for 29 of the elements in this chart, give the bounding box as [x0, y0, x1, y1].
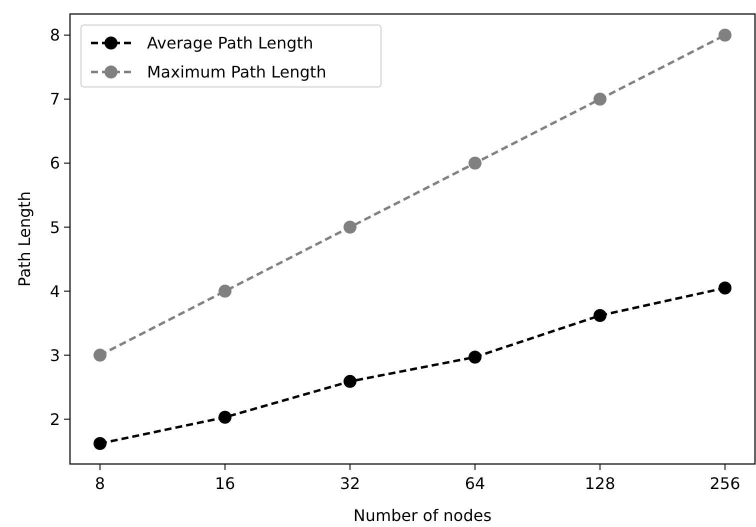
- y-tick-label: 8: [50, 26, 60, 45]
- y-tick-label: 6: [50, 154, 60, 173]
- x-tick-label: 32: [340, 474, 360, 493]
- point: [468, 350, 482, 364]
- y-tick-label: 3: [50, 346, 60, 365]
- point: [468, 156, 482, 170]
- point: [218, 410, 232, 424]
- x-axis-title: Number of nodes: [353, 506, 492, 525]
- x-tick-label: 16: [214, 474, 236, 493]
- point: [218, 284, 232, 298]
- y-tick-label: 2: [50, 410, 60, 429]
- y-tick-label: 7: [50, 90, 60, 109]
- point: [94, 437, 106, 450]
- x-tick-label: 8: [94, 474, 106, 493]
- point: [594, 92, 606, 106]
- legend-label: Average Path Length: [147, 34, 314, 53]
- point: [718, 28, 732, 42]
- x-tick-label: 128: [584, 474, 616, 493]
- y-axis-title: Path Length: [15, 191, 34, 287]
- point: [718, 281, 732, 294]
- legend-label: Maximum Path Length: [147, 62, 326, 82]
- point: [344, 374, 356, 388]
- point: [594, 308, 606, 322]
- x-tick-label: 256: [710, 474, 740, 493]
- point: [344, 220, 356, 234]
- x-tick-label: 64: [464, 474, 486, 493]
- point: [94, 348, 106, 362]
- y-tick-label: 5: [50, 218, 60, 237]
- y-tick-label: 4: [50, 282, 60, 301]
